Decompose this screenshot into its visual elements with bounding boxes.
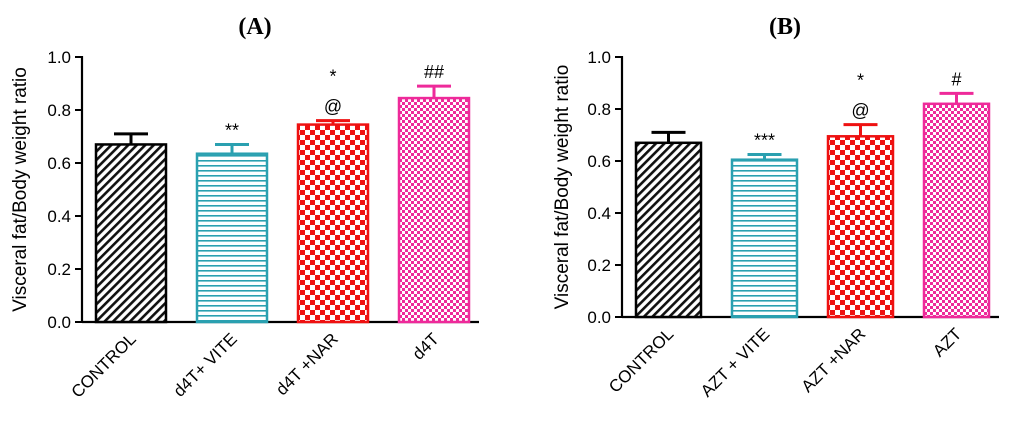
y-tick-label: 0.0	[47, 313, 71, 332]
x-tick-label: AZT	[929, 324, 965, 360]
y-tick-label: 0.8	[47, 101, 71, 120]
y-tick-label: 0.0	[587, 308, 611, 327]
bar	[826, 135, 895, 319]
significance-label: @	[851, 101, 869, 121]
significance-label: @	[324, 97, 342, 117]
bar	[296, 123, 370, 324]
y-tick-label: 1.0	[47, 48, 71, 67]
x-tick-label: CONTROL	[68, 329, 140, 401]
panel-b: (B) Visceral fat/Body weight ratio 0.0 0.2 0…	[552, 14, 999, 401]
significance-label: *	[857, 71, 864, 91]
x-tick-label: AZT + VITE	[697, 324, 773, 400]
panel-title: (B)	[769, 14, 801, 40]
significance-label: #	[951, 69, 961, 89]
x-tick-label: AZT +NAR	[798, 324, 870, 396]
y-tick-label: 0.4	[587, 204, 611, 223]
bar	[634, 141, 703, 319]
y-tick-label: 0.6	[587, 152, 611, 171]
significance-label: ***	[754, 131, 775, 151]
x-tick-label: d4T +NAR	[272, 329, 342, 399]
y-tick-label: 0.4	[47, 207, 71, 226]
bar	[922, 102, 991, 319]
y-tick-label: 1.0	[587, 48, 611, 67]
panel-a: (A) Visceral fat/Body weight ratio 0.0 0.2 0…	[10, 14, 479, 402]
bar	[397, 96, 471, 324]
x-tick-label: CONTROL	[605, 324, 677, 396]
y-axis-label: Visceral fat/Body weight ratio	[552, 65, 573, 310]
significance-label: *	[329, 67, 336, 87]
significance-label: ##	[424, 62, 444, 82]
bar	[195, 152, 269, 324]
x-tick-label: d4T+ VITE	[170, 329, 241, 400]
x-tick-label: d4T	[409, 329, 443, 363]
y-tick-label: 0.2	[587, 256, 611, 275]
y-axis-label: Visceral fat/Body weight ratio	[10, 67, 31, 312]
significance-label: **	[225, 120, 239, 140]
y-tick-label: 0.6	[47, 154, 71, 173]
bar	[730, 158, 799, 319]
y-tick-label: 0.2	[47, 260, 71, 279]
panel-title: (A)	[238, 14, 271, 40]
bar	[94, 143, 168, 324]
y-tick-label: 0.8	[587, 100, 611, 119]
